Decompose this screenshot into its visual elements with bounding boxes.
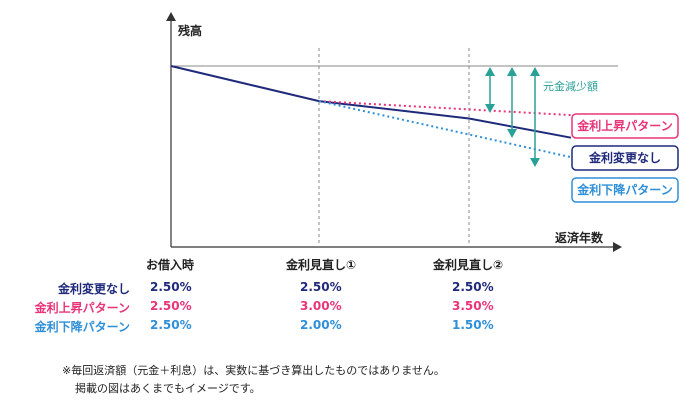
legend-rising-label: 金利上昇パターン <box>576 118 672 133</box>
y-axis-title: 残高 <box>178 23 202 38</box>
x-axis-arrow-icon <box>613 242 622 252</box>
note-line-2: 掲載の図はあくまでもイメージです。 <box>75 382 261 395</box>
series-falling-line <box>318 100 572 159</box>
principal-reduction-arrows <box>485 67 540 167</box>
legend-rising-box <box>571 113 679 139</box>
principal-arrow-long-top-icon <box>530 67 540 76</box>
legend-falling-label: 金利下降パターン <box>576 182 672 197</box>
unchanged-initial-rate: 2.50% <box>150 280 192 294</box>
row-label-rising: 金利上昇パターン <box>34 301 130 315</box>
row-label-falling: 金利下降パターン <box>34 320 130 334</box>
rising-review-2-rate: 3.50% <box>452 299 494 313</box>
principal-reduction-label: 元金減少額 <box>543 79 598 93</box>
series-unchanged-line <box>170 65 572 139</box>
principal-arrow-mid-bottom-icon <box>507 129 517 138</box>
unchanged-review-2-rate: 2.50% <box>452 280 494 294</box>
y-axis-arrow-icon <box>166 12 176 21</box>
legend-rising: 金利上昇パターン <box>571 113 679 139</box>
balance-chart: 残高 返済年数 元金減少額 金利上昇パターン 金利変更なし 金利下降パターン <box>166 12 679 252</box>
legend-unchanged-box <box>571 145 679 171</box>
principal-arrow-short-bottom-icon <box>485 104 495 113</box>
col-header-review-1: 金利見直し① <box>286 258 357 272</box>
note-line-1: ※毎回返済額（元金＋利息）は、実数に基づき算出したものではありません。 <box>62 364 445 377</box>
legend-falling: 金利下降パターン <box>571 177 679 203</box>
principal-arrow-mid-top-icon <box>507 67 517 76</box>
rising-initial-rate: 2.50% <box>150 299 192 313</box>
series-layer <box>170 65 572 159</box>
legend-unchanged: 金利変更なし <box>571 145 679 171</box>
principal-arrow-long-bottom-icon <box>530 158 540 167</box>
falling-review-1-rate: 2.00% <box>300 318 342 332</box>
x-axis-title: 返済年数 <box>555 230 604 245</box>
rate-table: お借入時 金利見直し① 金利見直し② 金利変更なし 金利上昇パターン 金利下降パ… <box>34 258 504 334</box>
unchanged-review-1-rate: 2.50% <box>300 280 342 294</box>
col-header-review-2: 金利見直し② <box>433 258 504 272</box>
col-header-initial: お借入時 <box>146 258 195 272</box>
series-rising-line <box>318 100 572 117</box>
falling-review-2-rate: 1.50% <box>452 318 494 332</box>
rising-review-1-rate: 3.00% <box>300 299 342 313</box>
row-label-unchanged: 金利変更なし <box>57 282 130 296</box>
legend-unchanged-label: 金利変更なし <box>588 150 661 165</box>
falling-initial-rate: 2.50% <box>150 318 192 332</box>
principal-arrow-short-top-icon <box>485 67 495 76</box>
legend-falling-box <box>571 177 679 203</box>
